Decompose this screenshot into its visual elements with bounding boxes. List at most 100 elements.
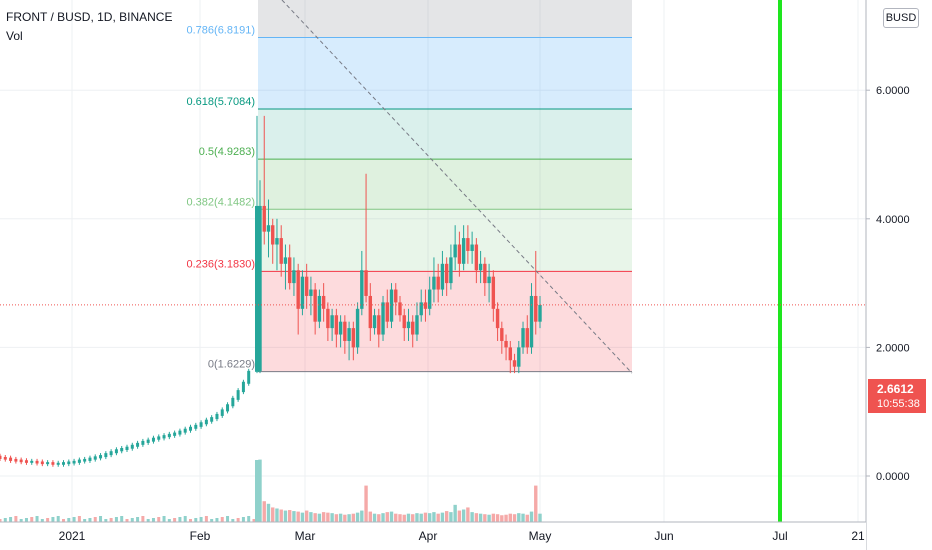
volume-bar	[326, 512, 330, 522]
candle-body	[364, 270, 368, 296]
volume-bar	[343, 514, 347, 522]
candle-body	[162, 435, 166, 439]
fibonacci-retracement: 1.618(12.3194)1(8.2338)0.786(6.8191)0.61…	[187, 0, 632, 373]
volume-bar	[474, 513, 479, 522]
volume-bar	[508, 513, 513, 522]
candle-body	[402, 315, 406, 329]
time-tick-label: Apr	[419, 529, 438, 543]
volume-bar	[189, 519, 192, 522]
fib-level-label: 0.382(4.1482)	[187, 196, 256, 208]
candle-body	[398, 302, 402, 316]
volume-bar	[136, 517, 140, 522]
candle-body	[495, 308, 500, 329]
pre-rally-candles	[0, 115, 259, 467]
candle-body	[372, 315, 377, 329]
volume-bar	[167, 519, 171, 522]
candle-body	[77, 459, 81, 463]
candle-body	[125, 446, 129, 450]
candle-body	[189, 426, 192, 431]
volume-bar	[313, 513, 317, 522]
price-tick-label: 2.0000	[876, 342, 910, 354]
volume-bar	[287, 510, 292, 522]
volume-bar	[236, 518, 240, 522]
volume-bar	[51, 517, 55, 522]
time-tick-label: 21	[851, 529, 865, 543]
candle-body	[504, 340, 508, 348]
volume-bar	[338, 513, 343, 522]
volume-bar	[271, 507, 275, 522]
volume-bar	[173, 518, 177, 522]
candle-body	[508, 347, 513, 361]
candle-body	[415, 315, 419, 335]
candle-body	[215, 413, 219, 420]
dashed-trend-line	[281, 0, 633, 374]
volume-bar	[360, 510, 364, 522]
volume-bar	[262, 501, 266, 522]
volume-bar	[151, 518, 155, 522]
candle-body	[457, 244, 462, 264]
candle-body	[483, 263, 487, 284]
candle-body	[440, 263, 445, 290]
volume-bar	[368, 511, 373, 522]
candle-body	[19, 459, 23, 463]
volume-bar	[385, 512, 389, 522]
volume-bar	[0, 519, 2, 522]
candle-body	[35, 460, 39, 464]
candle-body	[411, 321, 415, 335]
volume-bar	[83, 519, 87, 522]
last-price-label: 2.6612 10:55:38	[868, 379, 926, 413]
fib-level-label: 0(1.6229)	[208, 359, 255, 371]
candle-body	[517, 347, 521, 367]
volume-bar	[178, 517, 182, 522]
candle-body	[3, 456, 7, 460]
volume-bar	[377, 514, 381, 522]
candle-body	[83, 458, 87, 462]
time-tick-label: May	[529, 529, 552, 543]
candle-body	[444, 263, 449, 284]
candle-body	[99, 455, 103, 459]
candle-body	[167, 433, 171, 438]
volume-bar	[423, 512, 428, 522]
volume-bar	[347, 514, 351, 522]
volume-bar	[355, 512, 360, 522]
volume-bar	[9, 517, 13, 522]
volume-bar	[283, 510, 288, 522]
volume-bar	[394, 513, 398, 522]
volume-bar	[204, 516, 208, 522]
candle-body	[389, 289, 394, 322]
candle-body	[255, 205, 259, 372]
candle-body	[67, 461, 71, 465]
volume-bar	[500, 515, 504, 522]
grid-lines	[0, 0, 866, 522]
candle-body	[109, 451, 113, 456]
candle-body	[120, 447, 124, 452]
fib-zone	[258, 209, 632, 272]
candle-body	[275, 238, 279, 245]
candle-body	[500, 328, 504, 341]
candle-body	[24, 460, 28, 463]
candle-body	[178, 430, 182, 435]
volume-bar	[457, 510, 462, 522]
volume-bar	[415, 513, 419, 522]
candle-body	[436, 276, 440, 290]
candle-body	[453, 244, 457, 258]
currency-badge[interactable]: BUSD	[883, 8, 919, 28]
drawing-annotations	[0, 0, 866, 550]
candle-body	[88, 457, 92, 461]
volume-bar	[62, 519, 65, 522]
fib-zone	[258, 0, 632, 38]
candle-body	[343, 321, 347, 341]
candle-body	[279, 238, 283, 264]
candle-body	[406, 321, 411, 329]
volume-bar	[226, 516, 230, 522]
volume-bar	[432, 512, 436, 522]
volume-bar	[317, 513, 322, 522]
volume-bar	[330, 513, 334, 522]
volume-bar	[487, 514, 491, 522]
candle-body	[271, 225, 275, 245]
fib-level-label: 0.618(5.7084)	[187, 96, 256, 108]
candle-body	[377, 315, 381, 335]
volume-bar	[304, 510, 309, 522]
price-tick-label: 4.0000	[876, 214, 910, 226]
